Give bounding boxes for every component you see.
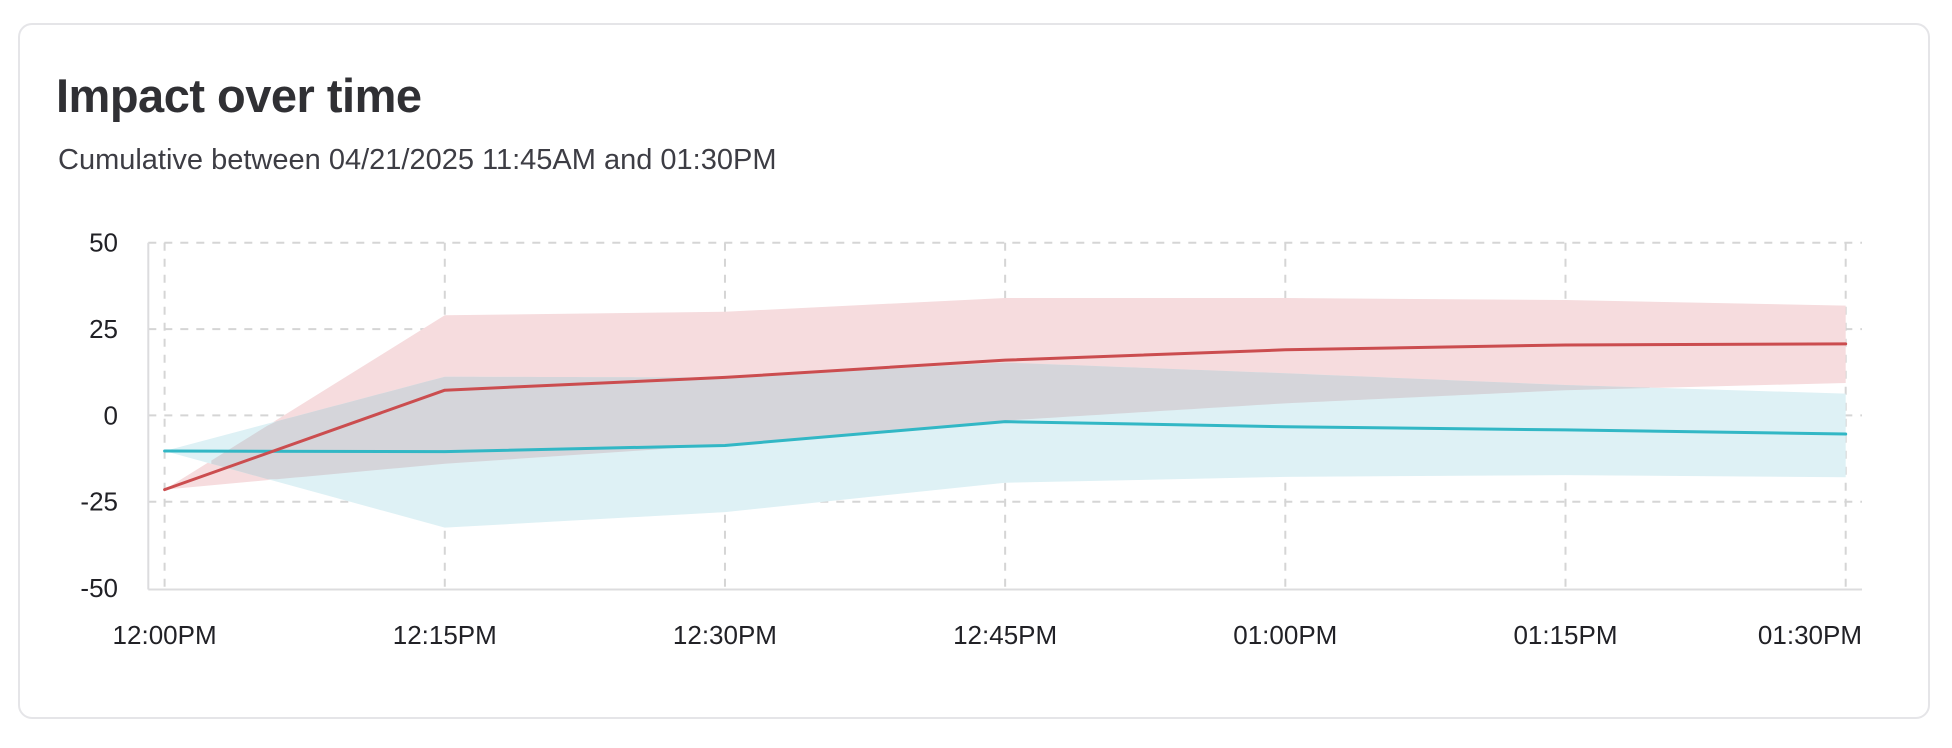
x-tick-label-1: 12:15PM bbox=[393, 620, 497, 650]
red-series-line bbox=[163, 342, 1848, 492]
plot-borders bbox=[147, 242, 1862, 591]
x-tick-label-2: 12:30PM bbox=[673, 620, 777, 650]
y-tick-label--25: -25 bbox=[80, 487, 118, 517]
x-tick-label-0: 12:00PM bbox=[113, 620, 217, 650]
x-tick-label-4: 01:00PM bbox=[1233, 620, 1337, 650]
y-tick-label-50: 50 bbox=[89, 228, 118, 258]
x-tick-label-3: 12:45PM bbox=[953, 620, 1057, 650]
y-tick-label-0: 0 bbox=[104, 400, 118, 430]
series-lines bbox=[163, 342, 1848, 492]
cyan-series-line bbox=[163, 420, 1848, 454]
y-tick-label--50: -50 bbox=[80, 573, 118, 603]
chart-subtitle: Cumulative between 04/21/2025 11:45AM an… bbox=[58, 144, 777, 176]
y-axis-labels: 50 25 0 -25 -50 bbox=[80, 228, 118, 603]
x-axis-labels: 12:00PM 12:15PM 12:30PM 12:45PM 01:00PM 01:15… bbox=[113, 620, 1862, 650]
x-tick-label-5: 01:15PM bbox=[1513, 620, 1617, 650]
confidence-bands bbox=[164, 297, 1846, 528]
y-tick-label-25: 25 bbox=[89, 314, 118, 344]
vertical-gridlines bbox=[163, 242, 1847, 590]
x-tick-label-6: 01:30PM bbox=[1758, 620, 1862, 650]
page-title: Impact over time bbox=[56, 69, 422, 122]
